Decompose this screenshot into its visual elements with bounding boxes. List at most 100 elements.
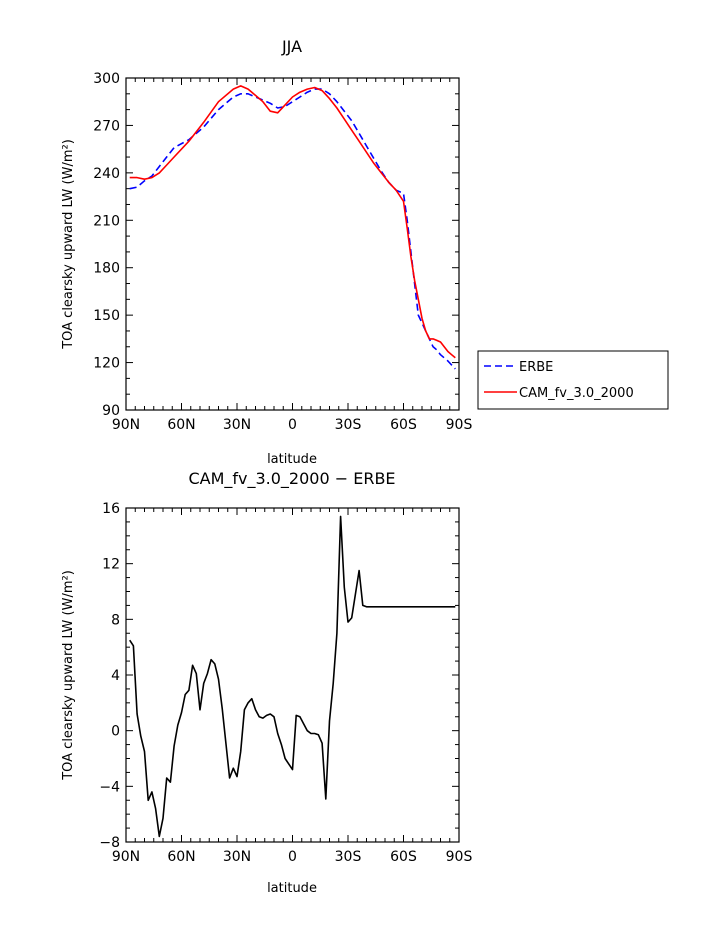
- top-series-1-point: [255, 95, 256, 96]
- top-x-tick-label: 30N: [223, 417, 251, 433]
- bottom-y-tick-label: −4: [99, 779, 120, 795]
- top-series-1-point: [403, 201, 404, 202]
- top-y-tick-label: 150: [93, 308, 120, 324]
- top-chart-title: JJA: [281, 37, 302, 56]
- bottom-y-tick-label: 8: [111, 612, 120, 628]
- bottom-y-tick-label: −8: [99, 835, 120, 851]
- bottom-series-0-point: [436, 606, 437, 607]
- top-y-tick-label: 240: [93, 166, 120, 182]
- bottom-series-0-point: [425, 606, 426, 607]
- top-series-1-point: [248, 88, 249, 89]
- bottom-series-0-point: [355, 594, 356, 595]
- top-y-tick-label: 120: [93, 356, 120, 372]
- top-series-0-point: [314, 88, 315, 89]
- bottom-series-0-point: [392, 606, 393, 607]
- bottom-panel: CAM_fv_3.0_2000 − ERBE 90N 60N 30N 0 30S 60S 9…: [61, 469, 472, 896]
- top-series-1-point: [137, 177, 138, 178]
- bottom-series-0-point: [170, 782, 171, 783]
- bottom-series-0-point: [248, 702, 249, 703]
- top-series-line-erbe: [129, 88, 456, 370]
- top-series-0-point: [218, 109, 219, 110]
- bottom-plot-frame: [125, 507, 460, 843]
- bottom-series-0-point: [296, 715, 297, 716]
- bottom-series-0-point: [181, 712, 182, 713]
- top-series-1-point: [433, 338, 434, 339]
- bottom-series-0-point: [155, 808, 156, 809]
- top-series-1-point: [359, 141, 360, 142]
- top-series-0-point: [436, 349, 437, 350]
- top-x-tick-label: 30S: [335, 417, 362, 433]
- bottom-series-0-point: [322, 743, 323, 744]
- top-series-1-point: [166, 164, 167, 165]
- bottom-chart-title: CAM_fv_3.0_2000 − ERBE: [188, 469, 395, 489]
- bottom-x-tick-label: 90N: [112, 849, 140, 865]
- bottom-series-0-point: [433, 606, 434, 607]
- bottom-series-0-point: [129, 640, 130, 641]
- bottom-series-0-point: [188, 690, 189, 691]
- top-y-tick-label: 300: [93, 71, 120, 87]
- top-y-tick-label: 270: [93, 118, 120, 134]
- bottom-series-0-point: [303, 723, 304, 724]
- bottom-series-line-difference: [129, 515, 456, 838]
- bottom-series-0-point: [451, 606, 452, 607]
- bottom-series-0-point: [288, 763, 289, 764]
- top-series-0-point: [233, 96, 234, 97]
- bottom-x-tick-label: 60N: [167, 849, 195, 865]
- top-series-1-point: [410, 256, 411, 257]
- top-series-0-point: [351, 120, 352, 121]
- bottom-series-0-point: [270, 713, 271, 714]
- top-series-1-point: [151, 177, 152, 178]
- bottom-series-0-point: [144, 751, 145, 752]
- bottom-series-0-point: [251, 698, 252, 699]
- top-series-1-point: [174, 156, 175, 157]
- bottom-y-axis-label: TOA clearsky upward LW (W/m²): [61, 570, 76, 781]
- top-series-1-point: [307, 88, 308, 89]
- bottom-series-0-point: [310, 733, 311, 734]
- bottom-series-0-point: [207, 673, 208, 674]
- top-series-1-point: [451, 354, 452, 355]
- top-series-0-point: [277, 107, 278, 108]
- top-series-0-point: [240, 93, 241, 94]
- top-series-1-point: [440, 341, 441, 342]
- bottom-series-0-point: [177, 725, 178, 726]
- top-series-line-cam-fv-3-0-2000: [129, 85, 456, 359]
- bottom-series-0-point: [281, 744, 282, 745]
- top-series-0-point: [455, 368, 456, 369]
- bottom-series-0-point: [266, 715, 267, 716]
- top-series-0-point: [336, 101, 337, 102]
- top-series-1-point: [418, 299, 419, 300]
- bottom-series-0-point: [362, 605, 363, 606]
- bottom-series-0-point: [203, 683, 204, 684]
- bottom-series-0-point: [292, 769, 293, 770]
- bottom-series-0-point: [259, 716, 260, 717]
- bottom-series-0-point: [336, 633, 337, 634]
- bottom-series-0-point: [370, 606, 371, 607]
- top-series-0-point: [421, 322, 422, 323]
- bottom-series-0-point: [140, 736, 141, 737]
- top-series-1-point: [329, 98, 330, 99]
- bottom-series-0-point: [344, 587, 345, 588]
- bottom-series-0-point: [407, 606, 408, 607]
- bottom-series-0-point: [325, 798, 326, 799]
- legend: ERBE CAM_fv_3.0_2000: [477, 350, 669, 410]
- bottom-x-tick-label: 30N: [223, 849, 251, 865]
- top-series-0-point: [248, 93, 249, 94]
- top-series-0-point: [329, 93, 330, 94]
- bottom-series-0-point: [440, 606, 441, 607]
- top-series-0-point: [447, 360, 448, 361]
- top-series-1-point: [218, 101, 219, 102]
- legend-box: [477, 350, 669, 410]
- top-series-0-point: [366, 145, 367, 146]
- top-series-1-point: [366, 152, 367, 153]
- bottom-series-0-point: [159, 836, 160, 837]
- bottom-series-0-point: [151, 791, 152, 792]
- top-series-0-point: [418, 315, 419, 316]
- bottom-series-0-point: [277, 733, 278, 734]
- top-series-1-point: [388, 182, 389, 183]
- bottom-series-0-point: [388, 606, 389, 607]
- top-series-1-point: [425, 330, 426, 331]
- bottom-x-tick-label: 60S: [390, 849, 417, 865]
- top-series-1-point: [381, 172, 382, 173]
- bottom-series-0-point: [373, 606, 374, 607]
- bottom-series-0-point: [262, 718, 263, 719]
